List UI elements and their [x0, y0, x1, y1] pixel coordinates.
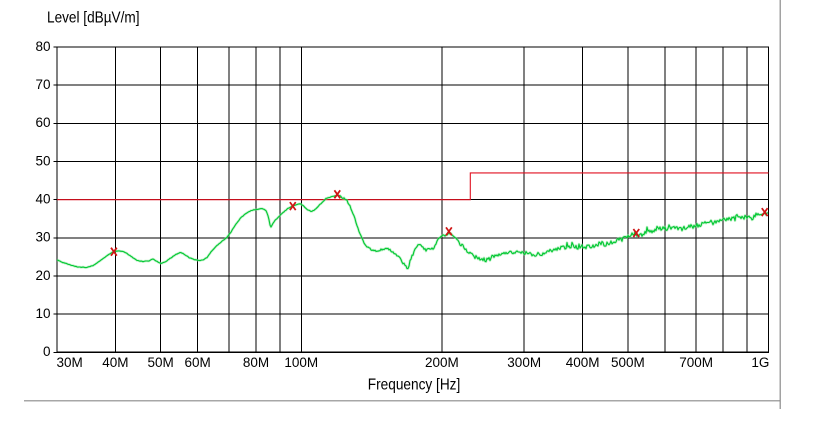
svg-text:50: 50 [35, 153, 50, 168]
svg-text:1G: 1G [751, 355, 769, 370]
svg-text:60M: 60M [184, 355, 210, 370]
svg-text:700M: 700M [679, 355, 713, 370]
svg-text:60: 60 [35, 115, 50, 130]
svg-text:Level [dBµV/m]: Level [dBµV/m] [47, 9, 140, 26]
svg-text:200M: 200M [425, 355, 459, 370]
svg-text:400M: 400M [566, 355, 600, 370]
svg-text:30M: 30M [57, 355, 83, 370]
svg-text:100M: 100M [284, 355, 318, 370]
svg-text:20: 20 [35, 268, 50, 283]
svg-text:300M: 300M [507, 355, 541, 370]
svg-text:40: 40 [35, 192, 50, 207]
svg-text:30: 30 [35, 230, 50, 245]
svg-text:Frequency [Hz]: Frequency [Hz] [368, 376, 461, 393]
svg-text:50M: 50M [147, 355, 173, 370]
svg-text:0: 0 [43, 344, 51, 359]
svg-text:40M: 40M [102, 355, 128, 370]
svg-text:80: 80 [35, 39, 50, 54]
svg-text:10: 10 [35, 306, 50, 321]
svg-text:70: 70 [35, 77, 50, 92]
svg-text:500M: 500M [611, 355, 645, 370]
svg-text:80M: 80M [243, 355, 269, 370]
